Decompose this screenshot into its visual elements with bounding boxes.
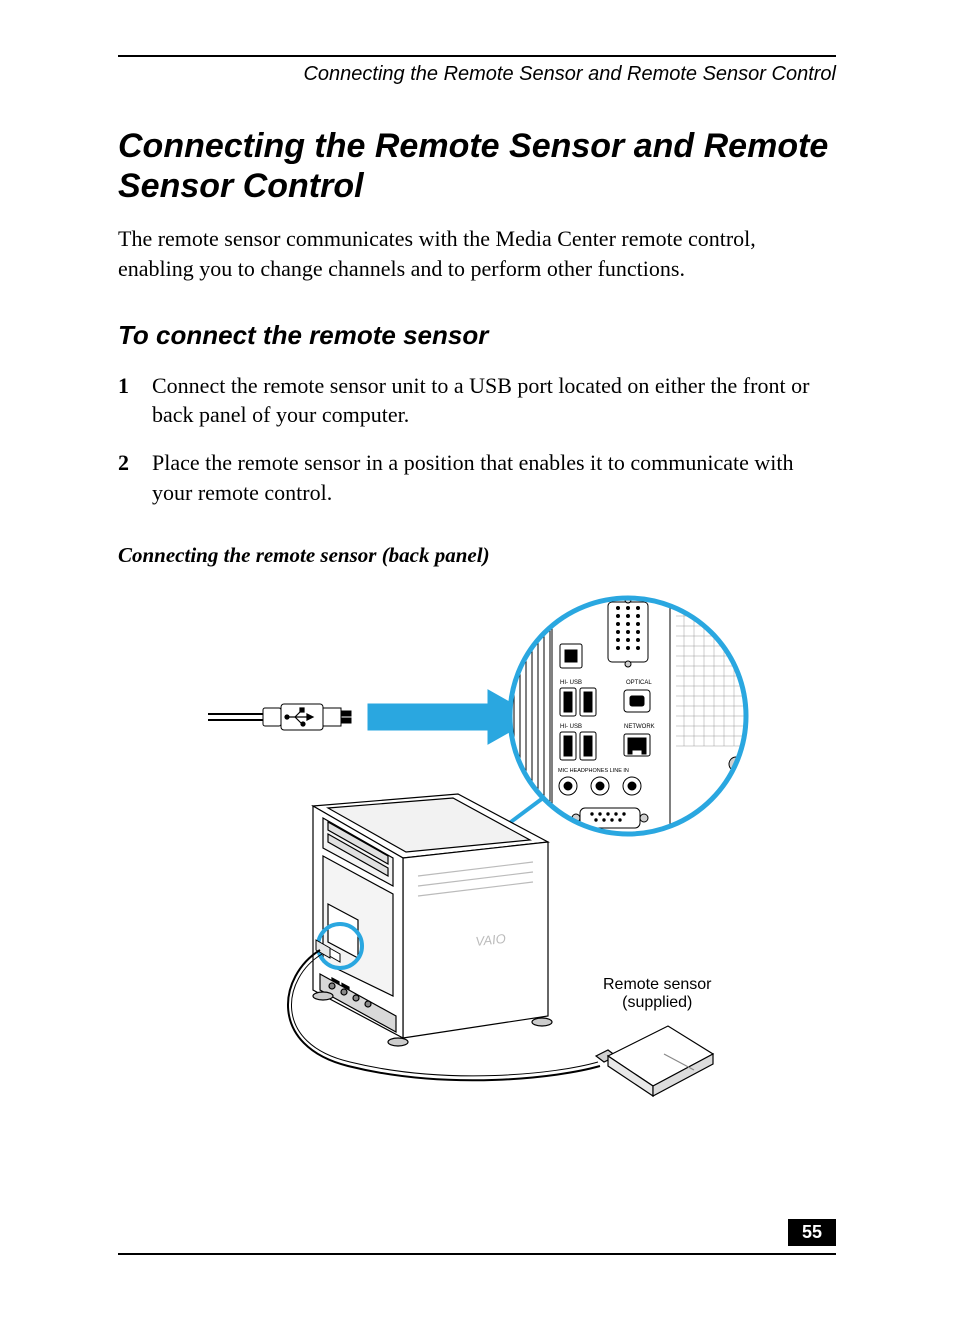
usb-cable-icon xyxy=(208,704,351,730)
svg-text:OPTICAL: OPTICAL xyxy=(626,680,652,686)
figure-remote-sensor: HI- USB OPTICAL HI- USB NETWORK xyxy=(208,586,768,1116)
rule-top xyxy=(118,55,836,57)
svg-text:NETWORK: NETWORK xyxy=(624,724,655,730)
computer-tower-icon: VAIO xyxy=(313,794,552,1046)
figure-caption: Connecting the remote sensor (back panel… xyxy=(118,543,836,568)
callout-label: Remote sensor (supplied) xyxy=(603,976,712,1012)
remote-sensor-icon xyxy=(596,1026,713,1096)
svg-text:HI- USB: HI- USB xyxy=(560,680,582,686)
step-number: 2 xyxy=(118,448,152,507)
step-text: Place the remote sensor in a position th… xyxy=(152,448,836,507)
svg-text:HI- USB: HI- USB xyxy=(560,724,582,730)
step-text: Connect the remote sensor unit to a USB … xyxy=(152,371,836,430)
step-list: 1 Connect the remote sensor unit to a US… xyxy=(118,371,836,508)
intro-paragraph: The remote sensor communicates with the … xyxy=(118,224,836,283)
callout-line1: Remote sensor xyxy=(603,976,712,994)
callout-line2: (supplied) xyxy=(603,994,712,1012)
svg-text:VAIO: VAIO xyxy=(475,931,507,949)
section-heading: To connect the remote sensor xyxy=(118,320,836,351)
running-head: Connecting the Remote Sensor and Remote … xyxy=(118,63,836,86)
page-footer: 55 xyxy=(118,1253,836,1255)
page-title: Connecting the Remote Sensor and Remote … xyxy=(118,126,836,206)
step-number: 1 xyxy=(118,371,152,430)
zoom-detail-icon: HI- USB OPTICAL HI- USB NETWORK xyxy=(510,597,750,834)
list-item: 1 Connect the remote sensor unit to a US… xyxy=(118,371,836,430)
page-number: 55 xyxy=(788,1219,836,1246)
svg-text:MIC HEADPHONES LINE IN: MIC HEADPHONES LINE IN xyxy=(558,768,629,774)
rule-bottom xyxy=(118,1253,836,1255)
list-item: 2 Place the remote sensor in a position … xyxy=(118,448,836,507)
